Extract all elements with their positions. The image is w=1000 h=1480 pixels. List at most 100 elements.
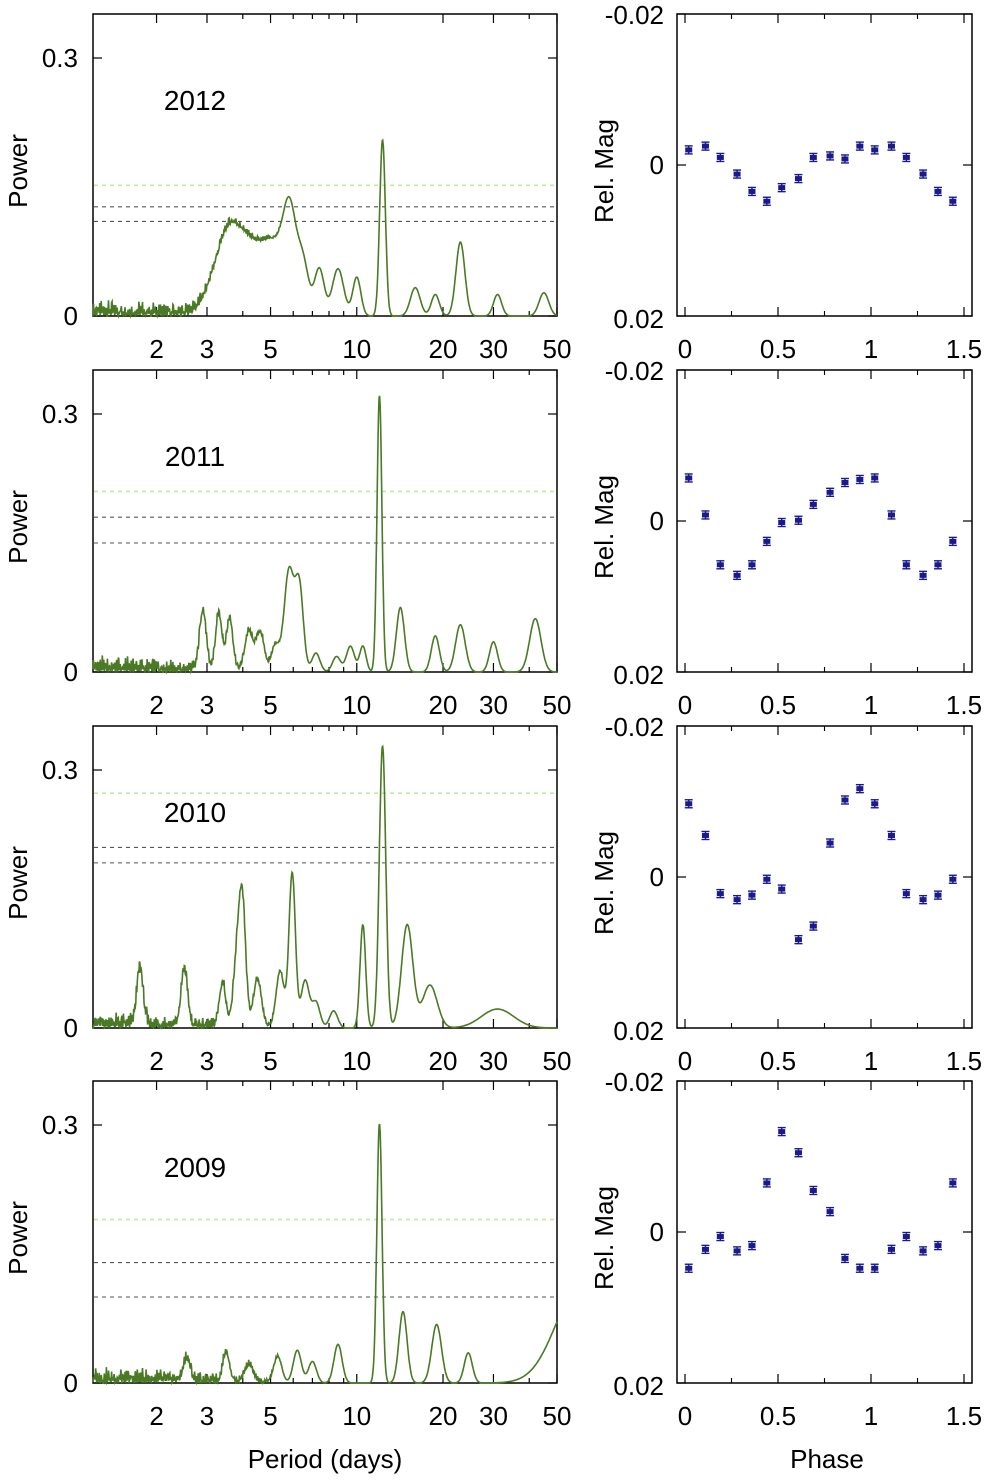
periodogram-2010-xtick-label: 10 <box>342 1046 371 1076</box>
periodogram-2010-curve <box>92 744 557 1030</box>
periodogram-2012-ytick-label: 0.3 <box>42 43 78 73</box>
phase-2011-marker <box>809 501 817 507</box>
phase-2012-point <box>684 145 693 155</box>
phase-2009-point <box>902 1231 911 1242</box>
periodogram-2012-ylabel: Power <box>3 134 33 208</box>
phase-2011-marker <box>902 562 910 568</box>
periodogram-2009-xtick-label: 5 <box>263 1401 277 1431</box>
phase-2011-ytick-label: 0 <box>650 506 664 536</box>
phase-2011-point <box>840 477 849 488</box>
phase-2009-point <box>716 1231 725 1242</box>
phase-2010-point <box>716 888 725 899</box>
phase-2012-marker <box>826 153 834 159</box>
phase-2009-point <box>701 1244 710 1255</box>
periodogram-2012-xtick-label: 30 <box>479 334 508 364</box>
phase-2010-point <box>701 830 710 841</box>
phase-2011-point <box>826 487 835 498</box>
periodogram-2011-xtick-label: 10 <box>342 690 371 720</box>
phase-2011-marker <box>748 562 756 568</box>
phase-2009-marker <box>949 1180 957 1186</box>
phase-2011-point <box>948 536 957 547</box>
periodogram-2011-xtick-label: 50 <box>543 690 572 720</box>
phase-2011-ylabel: Rel. Mag <box>589 475 619 579</box>
phase-2011-marker <box>716 562 724 568</box>
phase-2009-marker <box>826 1209 834 1215</box>
phase-2010-point <box>887 830 896 841</box>
phase-2011-marker <box>949 538 957 544</box>
phase-2012-point <box>716 152 725 163</box>
phase-2011-marker <box>778 520 786 526</box>
phase-2009-xtick-label: 1.5 <box>946 1401 982 1431</box>
phase-2012-xtick-label: 1.5 <box>946 334 982 364</box>
phase-2010-ytick-label: -0.02 <box>605 712 664 742</box>
phase-2011-point <box>762 536 771 547</box>
phase-2009-marker <box>763 1180 771 1186</box>
phase-2012-point <box>826 151 835 161</box>
phase-2010-point <box>840 795 849 805</box>
periodogram-2009-xtick-label: 3 <box>200 1401 214 1431</box>
phase-2012-marker <box>748 188 756 194</box>
phase-2010-point <box>826 838 835 848</box>
phase-2011-point <box>684 473 693 483</box>
phase-2009-point <box>777 1126 786 1137</box>
periodogram-2012-year-label: 2012 <box>164 85 226 116</box>
phase-2009-xtick-label: 0 <box>678 1401 692 1431</box>
phase-2012-marker <box>887 143 895 149</box>
phase-2011-marker <box>841 479 849 485</box>
phase-2010-marker <box>794 937 802 943</box>
phase-2012-marker <box>934 188 942 194</box>
periodogram-2009-xtick-label: 30 <box>479 1401 508 1431</box>
phase-2012-point <box>933 186 942 197</box>
phase-2011-point <box>933 560 942 570</box>
phase-2010-point <box>933 890 942 900</box>
phase-2012-point <box>855 141 864 151</box>
phase-2012-marker <box>856 143 864 149</box>
phase-2010-xtick-label: 1 <box>864 1046 878 1076</box>
phase-2010-point <box>794 934 803 945</box>
phase-2009-marker <box>778 1129 786 1135</box>
phase-2009-ytick-label: -0.02 <box>605 1067 664 1097</box>
periodogram-2011-xtick-label: 5 <box>263 690 277 720</box>
phase-2010-point <box>948 874 957 884</box>
phase-2009-point <box>684 1263 693 1273</box>
phase-2009-ytick-label: 0.02 <box>613 1371 664 1401</box>
periodogram-2010-xtick-label: 5 <box>263 1046 277 1076</box>
phase-2012-frame <box>676 13 973 317</box>
phase-2010-marker <box>826 840 834 846</box>
periodogram-2011-xtick-label: 2 <box>149 690 163 720</box>
phase-2012-xtick-label: 0.5 <box>760 334 796 364</box>
periodogram-2009-xtick-label: 20 <box>429 1401 458 1431</box>
periodogram-2010-xtick-label: 3 <box>200 1046 214 1076</box>
phase-2011-xtick-label: 0 <box>678 690 692 720</box>
phase-2012-point <box>733 169 742 179</box>
phase-2012-marker <box>919 171 927 177</box>
periodogram-2010-xtick-label: 30 <box>479 1046 508 1076</box>
phase-2012-marker <box>841 156 849 162</box>
phase-2012-marker <box>902 154 910 160</box>
periodogram-2012-xtick-label: 5 <box>263 334 277 364</box>
phase-2012-point <box>902 152 911 163</box>
phase-2010-point <box>855 783 864 794</box>
phase-2010-marker <box>716 891 724 897</box>
phase-2010-marker <box>685 801 693 807</box>
periodogram-2009-ytick-label: 0 <box>64 1368 78 1398</box>
phase-2012-marker <box>794 176 802 182</box>
phase-2009-ytick-label: 0 <box>650 1217 664 1247</box>
phase-2011-marker <box>856 476 864 482</box>
phase-2010-marker <box>949 876 957 882</box>
phase-2011-marker <box>733 572 741 578</box>
phase-2012-point <box>794 173 803 184</box>
periodogram-2010-year-label: 2010 <box>164 797 226 828</box>
period-xlabel: Period (days) <box>248 1444 403 1474</box>
phase-2011-xtick-label: 0.5 <box>760 690 796 720</box>
phase-2010-ytick-label: 0 <box>650 862 664 892</box>
phase-2011-marker <box>763 538 771 544</box>
phase-2012-marker <box>733 171 741 177</box>
phase-2010-frame <box>676 725 973 1029</box>
phase-xlabel: Phase <box>790 1444 864 1474</box>
phase-2009-point <box>826 1206 835 1217</box>
phase-2009-xtick-label: 1 <box>864 1401 878 1431</box>
phase-2012-xtick-label: 1 <box>864 334 878 364</box>
periodogram-2010-xtick-label: 20 <box>429 1046 458 1076</box>
periodogram-2012-xtick-label: 10 <box>342 334 371 364</box>
